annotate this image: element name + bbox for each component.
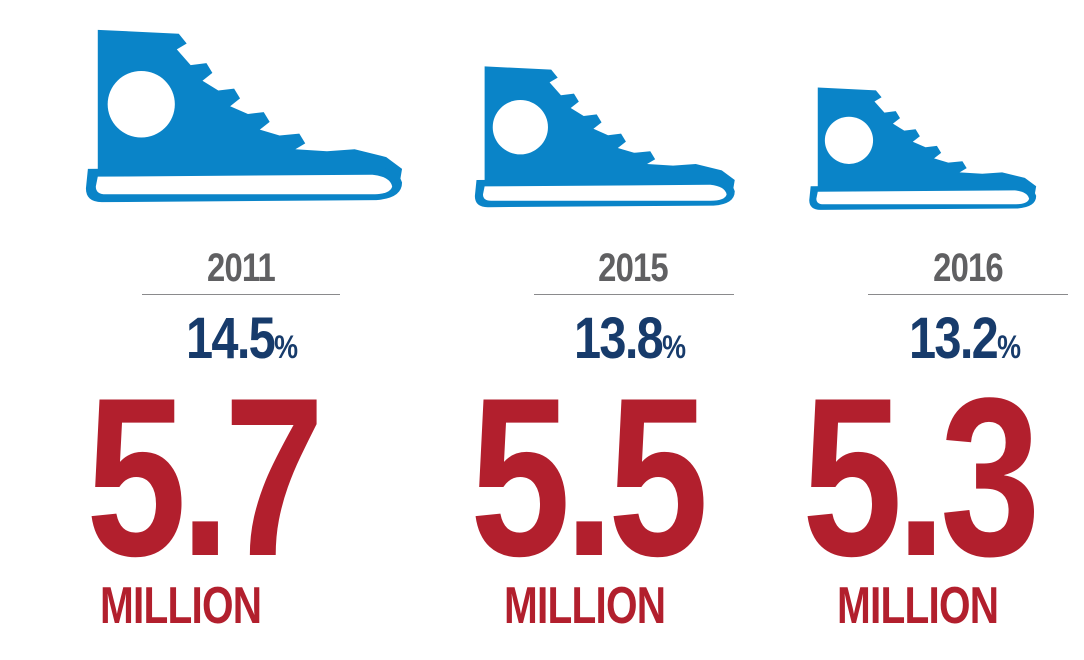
percent-value: 14.5% — [141, 306, 343, 380]
percent-symbol: % — [662, 329, 687, 365]
divider — [534, 294, 734, 295]
percent-value: 13.8% — [529, 306, 731, 380]
percent-number: 13.2 — [908, 306, 999, 371]
percent-number: 14.5 — [185, 306, 276, 371]
percent-number: 13.8 — [573, 306, 664, 371]
year-label: 2015 — [598, 246, 669, 290]
count-value: 5.3 — [802, 350, 1041, 603]
percent-value: 13.2% — [864, 306, 1066, 380]
count-unit: MILLION — [837, 577, 999, 635]
sneaker-icon — [805, 82, 1039, 214]
stat-column-2011: 2011 14.5% 5.7 MILLION — [80, 0, 410, 660]
count-unit: MILLION — [100, 577, 262, 635]
count-value: 5.7 — [86, 350, 325, 603]
divider — [868, 294, 1068, 295]
year-label: 2011 — [207, 246, 276, 290]
divider — [142, 294, 340, 295]
count-value: 5.5 — [470, 350, 709, 603]
sneaker-icon — [80, 22, 406, 208]
percent-symbol: % — [997, 329, 1022, 365]
count-unit: MILLION — [504, 577, 666, 635]
stat-column-2015: 2015 13.8% 5.5 MILLION — [470, 0, 745, 660]
year-label: 2016 — [933, 246, 1004, 290]
sneaker-icon — [470, 60, 738, 212]
percent-symbol: % — [274, 329, 299, 365]
stat-column-2016: 2016 13.2% 5.3 MILLION — [802, 0, 1068, 660]
